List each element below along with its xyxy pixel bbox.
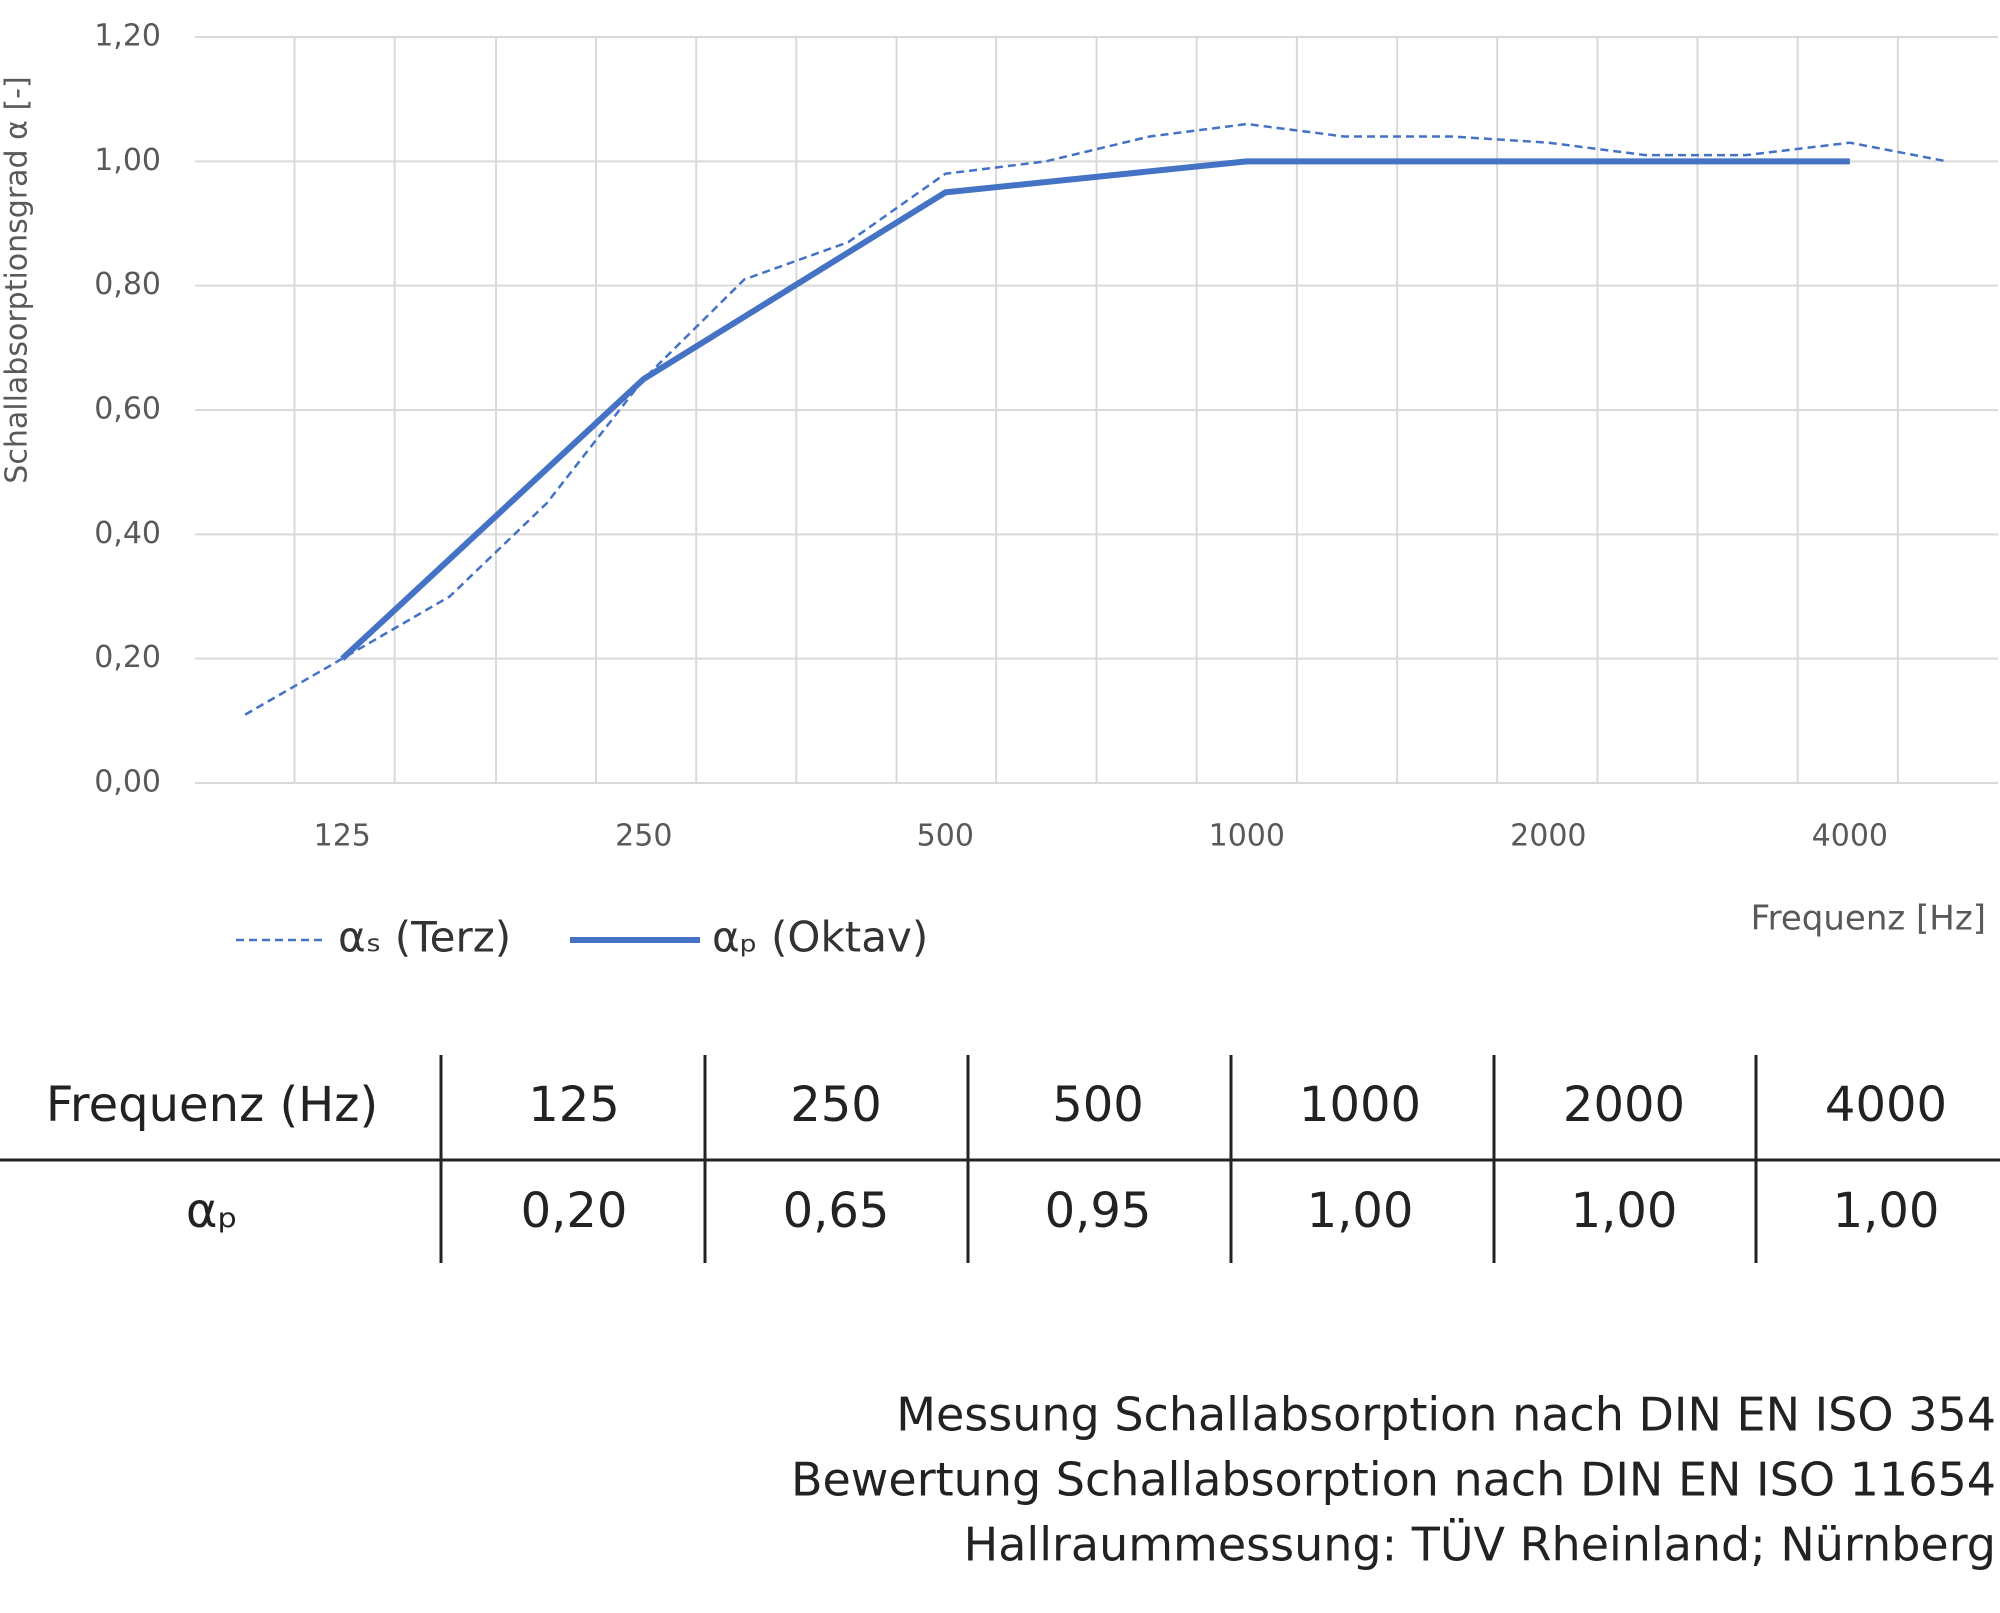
table-cell: 0,20: [521, 1183, 628, 1239]
table-cell: αₚ: [186, 1183, 238, 1239]
y-tick-label: 0,40: [94, 516, 161, 551]
series-line: [340, 158, 1850, 661]
table-header-cell: Frequenz (Hz): [46, 1077, 378, 1133]
table-header-cell: 250: [790, 1077, 882, 1133]
x-tick-label: 250: [615, 819, 672, 854]
note: Messung Schallabsorption nach DIN EN ISO…: [896, 1388, 1996, 1442]
x-tick-label: 125: [314, 819, 371, 854]
y-tick-label: 0,80: [94, 267, 161, 302]
note: Bewertung Schallabsorption nach DIN EN I…: [791, 1453, 1996, 1507]
x-tick-label: 500: [917, 819, 974, 854]
y-tick-label: 1,00: [94, 143, 161, 178]
y-tick-label: 0,00: [94, 765, 161, 800]
table-header-cell: 500: [1052, 1077, 1144, 1133]
table-cell: 1,00: [1307, 1183, 1414, 1239]
x-tick-label: 4000: [1812, 819, 1888, 854]
note: Hallraummessung: TÜV Rheinland; Nürnberg: [964, 1518, 1996, 1572]
y-tick-label: 0,20: [94, 640, 161, 675]
table-header-cell: 4000: [1825, 1077, 1947, 1133]
table-header-cell: 2000: [1563, 1077, 1685, 1133]
series-line: [244, 122, 1948, 716]
y-tick-label: 1,20: [94, 19, 161, 54]
x-tick-label: 1000: [1209, 819, 1285, 854]
table-cell: 1,00: [1571, 1183, 1678, 1239]
table-cell: 0,95: [1045, 1183, 1152, 1239]
legend-label: αₛ (Terz): [338, 913, 511, 962]
table-header-cell: 125: [528, 1077, 620, 1133]
table-cell: 1,00: [1833, 1183, 1940, 1239]
legend-label: αₚ (Oktav): [712, 913, 928, 962]
x-tick-label: 2000: [1510, 819, 1586, 854]
y-tick-label: 0,60: [94, 392, 161, 427]
table-cell: 0,65: [783, 1183, 890, 1239]
y-axis-title: Schallabsorptionsgrad α [-]: [0, 76, 35, 483]
x-axis-title: Frequenz [Hz]: [1751, 899, 1986, 939]
table-header-cell: 1000: [1299, 1077, 1421, 1133]
